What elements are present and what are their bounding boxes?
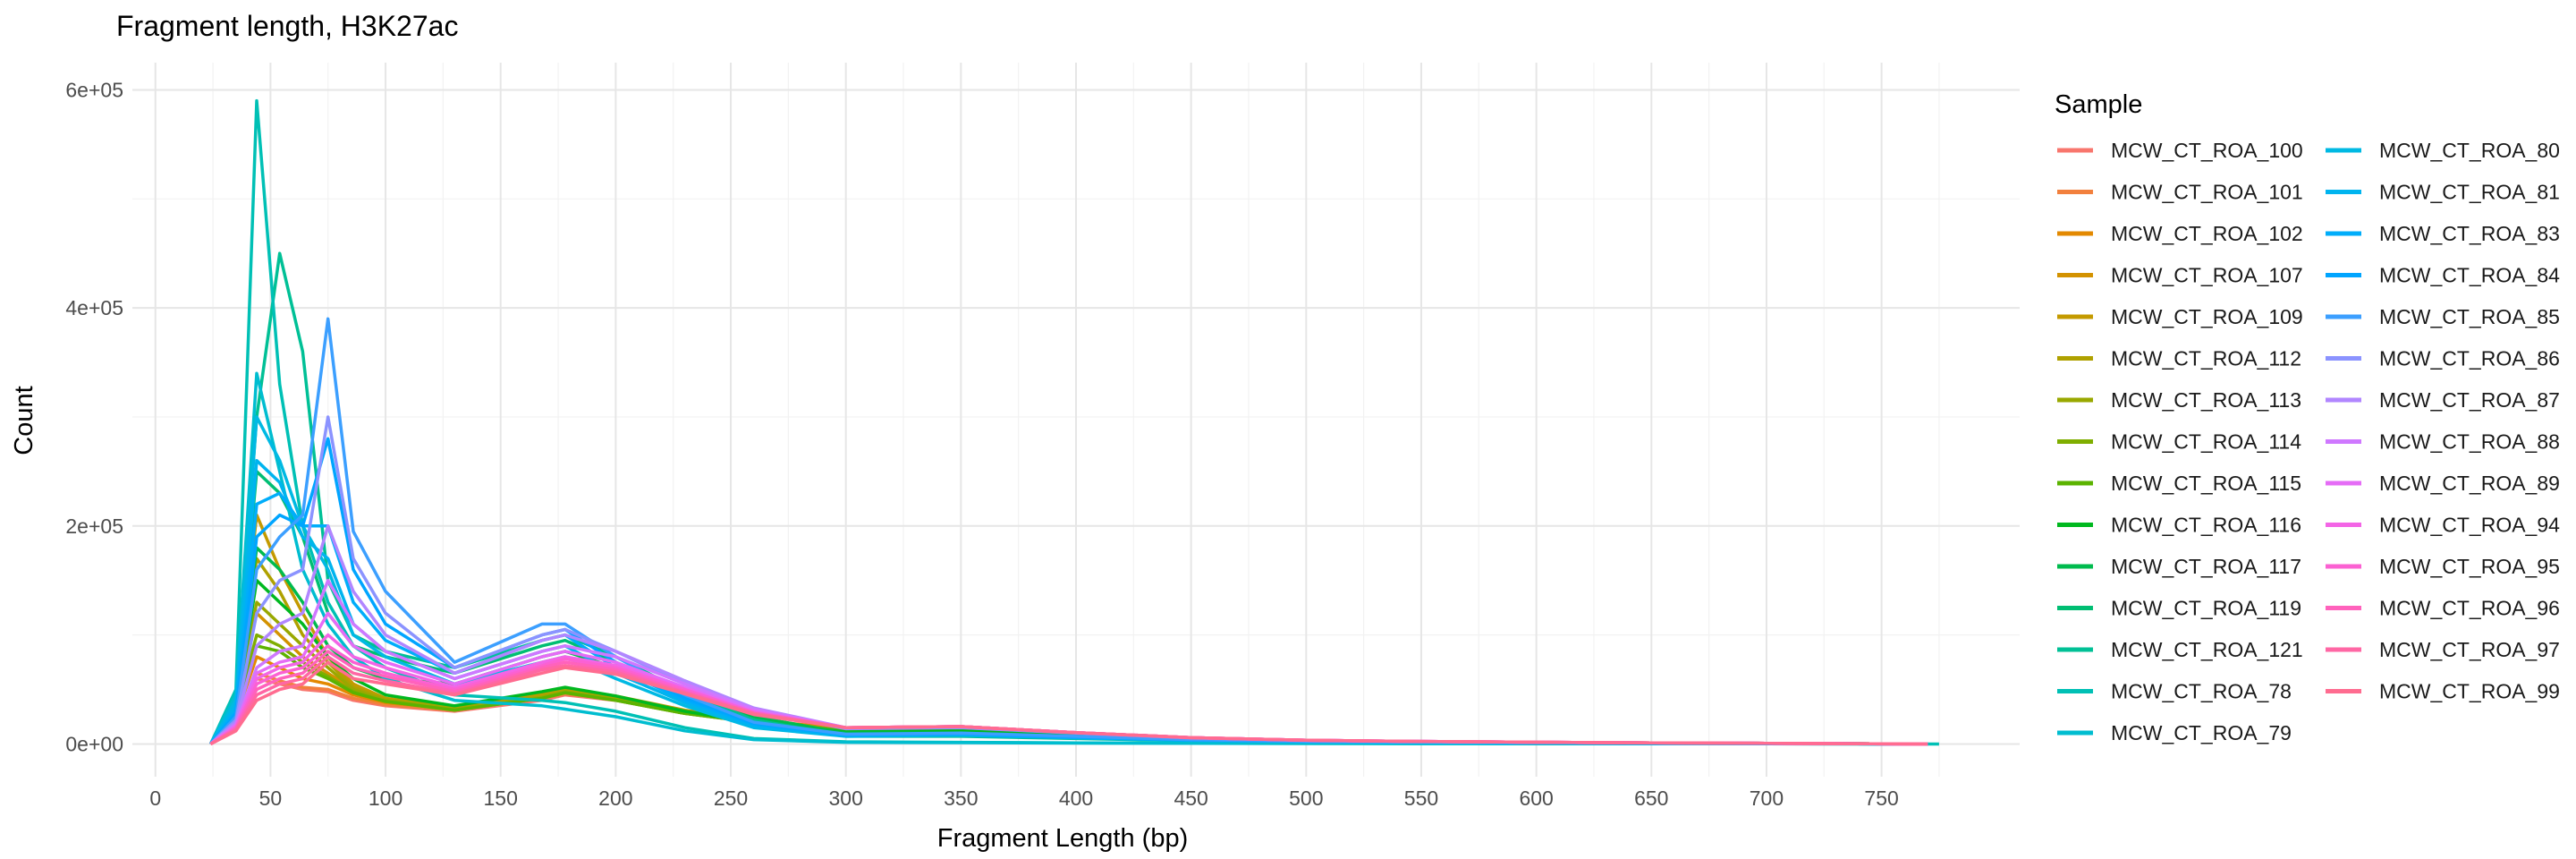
- legend-item: MCW_CT_ROA_84: [2326, 264, 2560, 287]
- legend-item: MCW_CT_ROA_88: [2326, 430, 2560, 454]
- legend-label: MCW_CT_ROA_121: [2111, 638, 2303, 661]
- legend-item: MCW_CT_ROA_100: [2057, 139, 2303, 162]
- legend-item: MCW_CT_ROA_81: [2326, 181, 2560, 204]
- series-line: [209, 437, 1928, 746]
- y-tick-label: 2e+05: [65, 515, 123, 538]
- legend-title: Sample: [2055, 90, 2142, 119]
- legend-item: MCW_CT_ROA_89: [2326, 472, 2560, 495]
- legend-item: MCW_CT_ROA_80: [2326, 139, 2560, 162]
- series-line: [209, 650, 1928, 746]
- legend-item: MCW_CT_ROA_119: [2057, 597, 2301, 620]
- legend-label: MCW_CT_ROA_112: [2111, 347, 2301, 370]
- legend-label: MCW_CT_ROA_99: [2379, 680, 2560, 703]
- x-tick-label: 100: [369, 787, 402, 810]
- x-tick-label: 700: [1750, 787, 1784, 810]
- legend-item: MCW_CT_ROA_121: [2057, 638, 2303, 661]
- legend-item: MCW_CT_ROA_109: [2057, 305, 2303, 328]
- x-tick-label: 250: [714, 787, 748, 810]
- legend-item: MCW_CT_ROA_116: [2057, 514, 2301, 537]
- legend-label: MCW_CT_ROA_80: [2379, 139, 2560, 162]
- legend-label: MCW_CT_ROA_101: [2111, 181, 2303, 204]
- legend-item: MCW_CT_ROA_112: [2057, 347, 2301, 370]
- legend-label: MCW_CT_ROA_89: [2379, 472, 2560, 495]
- legend-label: MCW_CT_ROA_86: [2379, 347, 2560, 370]
- legend-item: MCW_CT_ROA_86: [2326, 347, 2560, 370]
- legend-item: MCW_CT_ROA_95: [2326, 555, 2560, 578]
- x-tick-label: 550: [1404, 787, 1438, 810]
- legend-label: MCW_CT_ROA_117: [2111, 555, 2301, 578]
- legend-label: MCW_CT_ROA_88: [2379, 430, 2560, 454]
- x-axis-ticks: 0 50 100 150 200 250 300 350 400 450 500 550 600 650 7…: [149, 787, 1898, 810]
- series-line: [209, 546, 1928, 746]
- series-line: [209, 660, 1928, 746]
- legend-label: MCW_CT_ROA_84: [2379, 264, 2560, 287]
- legend-label: MCW_CT_ROA_109: [2111, 305, 2303, 328]
- legend-label: MCW_CT_ROA_79: [2111, 721, 2292, 744]
- legend-label: MCW_CT_ROA_97: [2379, 638, 2560, 661]
- y-tick-label: 0e+00: [65, 732, 123, 755]
- legend-item: MCW_CT_ROA_114: [2057, 430, 2301, 454]
- legend-item: MCW_CT_ROA_94: [2326, 514, 2560, 537]
- legend-item: MCW_CT_ROA_87: [2326, 388, 2560, 412]
- legend-label: MCW_CT_ROA_100: [2111, 139, 2303, 162]
- x-tick-label: 150: [484, 787, 518, 810]
- legend-label: MCW_CT_ROA_102: [2111, 222, 2303, 245]
- chart-title: Fragment length, H3K27ac: [116, 10, 458, 42]
- x-tick-label: 50: [259, 787, 283, 810]
- legend-item: MCW_CT_ROA_79: [2057, 721, 2292, 744]
- legend-label: MCW_CT_ROA_115: [2111, 472, 2301, 495]
- legend-item: MCW_CT_ROA_115: [2057, 472, 2301, 495]
- legend-label: MCW_CT_ROA_83: [2379, 222, 2560, 245]
- legend-label: MCW_CT_ROA_114: [2111, 430, 2301, 454]
- x-tick-label: 300: [828, 787, 862, 810]
- x-tick-label: 350: [944, 787, 978, 810]
- legend-item: MCW_CT_ROA_96: [2326, 597, 2560, 620]
- x-tick-label: 450: [1174, 787, 1208, 810]
- legend-label: MCW_CT_ROA_116: [2111, 514, 2301, 537]
- series-line: [209, 611, 1928, 746]
- legend-label: MCW_CT_ROA_107: [2111, 264, 2303, 287]
- legend-label: MCW_CT_ROA_85: [2379, 305, 2560, 328]
- x-tick-label: 400: [1059, 787, 1093, 810]
- x-tick-label: 200: [598, 787, 632, 810]
- legend-label: MCW_CT_ROA_78: [2111, 680, 2292, 703]
- y-tick-label: 4e+05: [65, 296, 123, 319]
- y-axis-ticks: 0e+00 2e+05 4e+05 6e+05: [65, 78, 123, 755]
- legend-item: MCW_CT_ROA_97: [2326, 638, 2560, 661]
- legend-item: MCW_CT_ROA_117: [2057, 555, 2301, 578]
- legend-label: MCW_CT_ROA_96: [2379, 597, 2560, 620]
- legend-item: MCW_CT_ROA_85: [2326, 305, 2560, 328]
- series-line: [208, 98, 1939, 746]
- x-axis-title: Fragment Length (bp): [937, 824, 1188, 853]
- y-axis-title: Count: [10, 386, 38, 455]
- x-tick-label: 750: [1864, 787, 1898, 810]
- legend-label: MCW_CT_ROA_119: [2111, 597, 2301, 620]
- x-tick-label: 650: [1634, 787, 1668, 810]
- legend-label: MCW_CT_ROA_87: [2379, 388, 2560, 412]
- x-tick-label: 500: [1289, 787, 1323, 810]
- legend-label: MCW_CT_ROA_94: [2379, 514, 2560, 537]
- series-lines: [208, 98, 1939, 746]
- legend-item: MCW_CT_ROA_78: [2057, 680, 2292, 703]
- series-line: [209, 557, 1928, 746]
- x-tick-label: 600: [1519, 787, 1553, 810]
- legend-item: MCW_CT_ROA_102: [2057, 222, 2303, 245]
- legend-item: MCW_CT_ROA_83: [2326, 222, 2560, 245]
- x-tick-label: 0: [149, 787, 161, 810]
- legend-label: MCW_CT_ROA_95: [2379, 555, 2560, 578]
- legend-item: MCW_CT_ROA_99: [2326, 680, 2560, 703]
- legend-item: MCW_CT_ROA_113: [2057, 388, 2301, 412]
- legend-label: MCW_CT_ROA_113: [2111, 388, 2301, 412]
- legend: MCW_CT_ROA_100 MCW_CT_ROA_101 MCW_CT_ROA_1…: [2057, 139, 2560, 744]
- legend-item: MCW_CT_ROA_101: [2057, 181, 2303, 204]
- y-tick-label: 6e+05: [65, 78, 123, 101]
- legend-label: MCW_CT_ROA_81: [2379, 181, 2560, 204]
- legend-item: MCW_CT_ROA_107: [2057, 264, 2303, 287]
